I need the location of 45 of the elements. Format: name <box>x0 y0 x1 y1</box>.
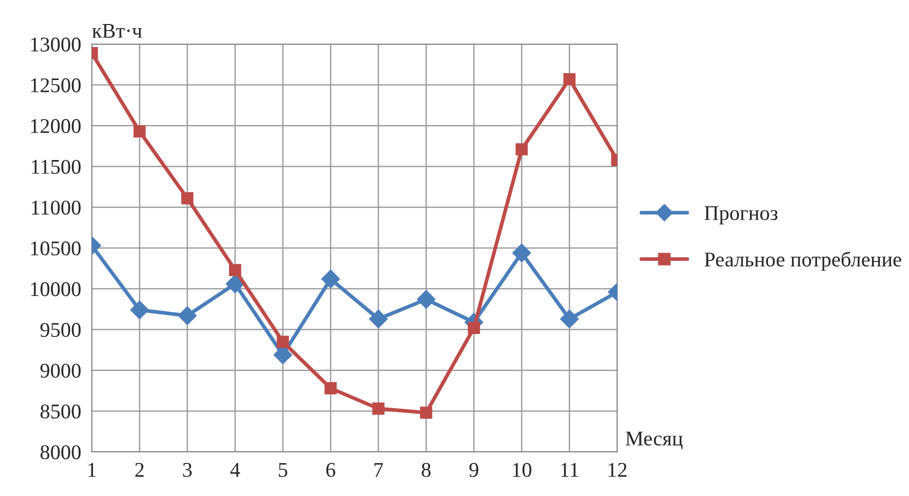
x-tick-label: 9 <box>469 462 478 477</box>
y-tick-label: 13000 <box>31 38 81 52</box>
x-tick-label: 4 <box>230 463 240 477</box>
x-tick-label: 12 <box>608 462 626 477</box>
y-tick-label: 12500 <box>31 78 81 92</box>
y-tick-label: 12000 <box>31 119 81 134</box>
x-tick-label: 1 <box>88 462 96 477</box>
point <box>416 290 436 309</box>
x-tick-label: 11 <box>561 462 578 477</box>
point <box>324 382 337 394</box>
y-tick-label: 8500 <box>40 404 81 419</box>
x-axis-title: Месяц <box>626 432 683 450</box>
y-tick-label: 9500 <box>40 322 81 337</box>
y-tick-label: 9000 <box>40 364 81 378</box>
point <box>181 192 194 204</box>
x-tick-label: 2 <box>135 462 144 477</box>
point <box>226 274 244 294</box>
point <box>178 306 197 326</box>
x-tick-label: 8 <box>422 462 431 477</box>
point <box>321 270 340 288</box>
point <box>420 406 432 419</box>
y-tick-label: 8000 <box>40 445 81 460</box>
x-tick-label: 10 <box>513 462 532 477</box>
x-tick-label: 6 <box>326 462 336 477</box>
x-tick-label: 7 <box>374 463 383 477</box>
point <box>560 310 579 328</box>
point <box>276 336 289 348</box>
y-tick-label: 10000 <box>31 282 81 296</box>
point <box>468 322 480 334</box>
point <box>369 310 388 328</box>
point <box>130 300 149 320</box>
point <box>563 73 576 86</box>
point <box>229 264 242 276</box>
y-tick-label: 11000 <box>32 200 81 215</box>
point <box>372 402 384 415</box>
legend-label: Прогноз <box>704 206 778 224</box>
y-axis-title: кВт·ч <box>92 24 142 38</box>
y-tick-label: 11500 <box>32 160 81 174</box>
point <box>516 143 528 156</box>
legend-label: Реальное потребление <box>704 251 902 271</box>
x-tick-label: 3 <box>183 462 192 477</box>
y-tick-label: 10500 <box>31 241 81 256</box>
point <box>133 125 146 138</box>
point <box>512 244 532 262</box>
x-tick-label: 5 <box>278 463 288 477</box>
